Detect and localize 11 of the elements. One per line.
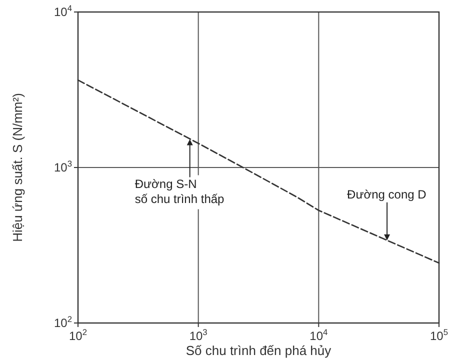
- x-tick-label: 10$^{3}$: [189, 327, 208, 343]
- annotation: Đường S-N số chu trình thấp: [134, 177, 225, 206]
- y-tick-label: 10$^{4}$: [54, 3, 72, 19]
- y-axis-title: Hiệu ứng suất. S (N/mm²): [10, 93, 25, 242]
- x-tick-label: 10$^{4}$: [310, 327, 328, 343]
- y-tick-label: 10$^{2}$: [54, 314, 72, 330]
- x-tick-label: 10$^{5}$: [430, 327, 448, 343]
- y-tick-label: 10$^{3}$: [54, 158, 72, 174]
- x-tick-label: 10$^{2}$: [68, 327, 88, 343]
- x-axis-title: Số chu trình đến phá hủy: [186, 343, 332, 358]
- annotation: Đường cong D: [347, 187, 427, 202]
